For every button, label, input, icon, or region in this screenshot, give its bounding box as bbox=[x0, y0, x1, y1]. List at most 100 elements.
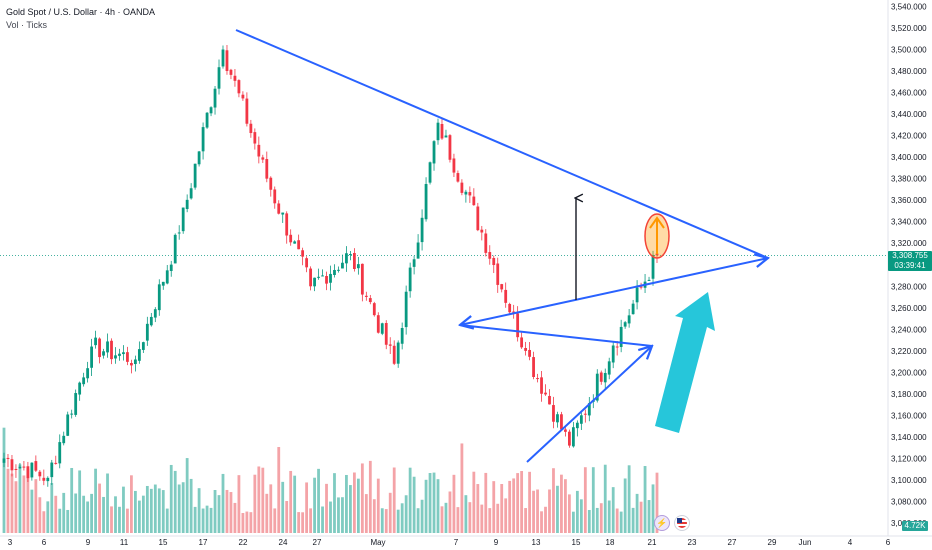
volume-bar bbox=[492, 481, 496, 533]
bullish-cyan-arrow[interactable] bbox=[655, 292, 715, 433]
volume-bar bbox=[536, 489, 539, 533]
volume-bar bbox=[496, 503, 500, 533]
candle-body bbox=[440, 124, 444, 139]
time-axis[interactable]: 3 6 9 11 15 17 22 24 27 May 7 9 13 15 18 21 23 27 29 Jun 4 6 bbox=[8, 538, 891, 547]
volume-bar bbox=[42, 511, 46, 533]
candle-body bbox=[78, 382, 82, 395]
volume-bar bbox=[568, 494, 571, 533]
candle-body bbox=[181, 207, 185, 232]
time-tick-label: 27 bbox=[728, 538, 737, 547]
volume-indicator-label[interactable]: Vol · Ticks bbox=[6, 20, 48, 30]
support-trendline[interactable] bbox=[460, 258, 768, 325]
candle-body bbox=[86, 368, 90, 379]
volume-bar bbox=[177, 484, 181, 533]
volume-bar bbox=[301, 512, 305, 533]
candlesticks bbox=[2, 45, 659, 487]
volume-bar bbox=[102, 496, 105, 533]
candle-body bbox=[560, 414, 563, 430]
volume-bar bbox=[245, 511, 249, 533]
volume-bar bbox=[464, 495, 468, 533]
volume-bar bbox=[448, 491, 452, 533]
volume-bar bbox=[118, 506, 121, 533]
candle-body bbox=[145, 323, 149, 341]
price-tick-label: 3,400.000 bbox=[891, 153, 927, 162]
candle-body bbox=[400, 328, 404, 344]
volume-bar bbox=[94, 468, 97, 533]
volume-bar bbox=[126, 508, 129, 533]
candle-body bbox=[552, 405, 555, 422]
volume-bar bbox=[575, 490, 579, 533]
candle-body bbox=[50, 462, 54, 478]
volume-bar bbox=[106, 473, 109, 533]
volume-bar bbox=[185, 458, 189, 533]
candle-body bbox=[540, 377, 543, 394]
drawing-annotations[interactable] bbox=[235, 29, 769, 463]
volume-bar bbox=[130, 475, 133, 533]
candle-body bbox=[508, 303, 512, 313]
volume-bar bbox=[595, 507, 599, 533]
price-tick-label: 3,480.000 bbox=[891, 67, 927, 76]
volume-bar bbox=[30, 489, 34, 533]
resistance-trendline[interactable] bbox=[235, 29, 769, 259]
volume-bar bbox=[82, 495, 86, 533]
time-tick-label: 11 bbox=[120, 538, 129, 547]
volume-bar bbox=[552, 468, 555, 533]
volume-bar bbox=[380, 508, 384, 533]
volume-bar bbox=[345, 474, 348, 533]
candle-body bbox=[285, 213, 289, 236]
lightning-icon[interactable]: ⚡ bbox=[654, 515, 670, 531]
volume-bar bbox=[122, 486, 125, 533]
candle-body bbox=[209, 107, 213, 114]
volume-bar bbox=[197, 488, 201, 533]
bar-countdown: 03:39:41 bbox=[894, 261, 926, 270]
us-flag-icon[interactable] bbox=[674, 515, 690, 531]
last-price-tag: 3,308.755 03:39:41 bbox=[888, 251, 932, 271]
symbol-title[interactable]: Gold Spot / U.S. Dollar · 4h · OANDA bbox=[6, 7, 156, 17]
candle-body bbox=[94, 337, 97, 346]
candle-body bbox=[137, 349, 141, 361]
candle-body bbox=[631, 303, 635, 315]
price-tick-label: 3,180.000 bbox=[891, 390, 927, 399]
candle-body bbox=[265, 159, 269, 179]
time-tick-label: 6 bbox=[886, 538, 891, 547]
volume-bar bbox=[416, 508, 420, 533]
candle-body bbox=[452, 158, 456, 173]
volume-bar bbox=[643, 466, 647, 533]
volume-bar bbox=[213, 489, 217, 533]
volume-bar bbox=[309, 508, 312, 533]
candle-body bbox=[126, 352, 129, 362]
volume-bar bbox=[86, 501, 90, 533]
volume-bar bbox=[607, 500, 611, 533]
volume-bar bbox=[488, 508, 492, 533]
volume-bar bbox=[313, 477, 316, 533]
volume-bar bbox=[544, 506, 547, 533]
price-tick-label: 3,540.000 bbox=[891, 2, 927, 11]
volume-bar bbox=[46, 501, 50, 533]
candle-body bbox=[444, 135, 448, 138]
lower-wedge-line[interactable] bbox=[459, 324, 653, 347]
candle-body bbox=[468, 192, 472, 196]
volume-bar bbox=[579, 499, 583, 533]
candle-body bbox=[333, 269, 336, 275]
volume-bar bbox=[241, 512, 245, 533]
volume-bar bbox=[66, 509, 70, 533]
rising-trendline[interactable] bbox=[526, 346, 652, 463]
volume-bar bbox=[289, 470, 293, 533]
candle-body bbox=[360, 263, 364, 295]
candle-body bbox=[173, 234, 177, 264]
price-tick-label: 3,440.000 bbox=[891, 110, 927, 119]
volume-bar bbox=[400, 503, 404, 533]
candle-body bbox=[161, 281, 165, 286]
candle-body bbox=[189, 188, 193, 199]
candle-body bbox=[619, 326, 623, 348]
volume-bar bbox=[137, 500, 141, 533]
volume-bar bbox=[591, 467, 595, 533]
volume-bar bbox=[229, 492, 233, 533]
candle-body bbox=[627, 315, 631, 324]
volume-bar bbox=[114, 496, 117, 533]
volume-bar bbox=[209, 507, 213, 533]
candle-body bbox=[18, 466, 22, 469]
candle-body bbox=[424, 183, 428, 220]
volume-bar bbox=[587, 510, 591, 533]
